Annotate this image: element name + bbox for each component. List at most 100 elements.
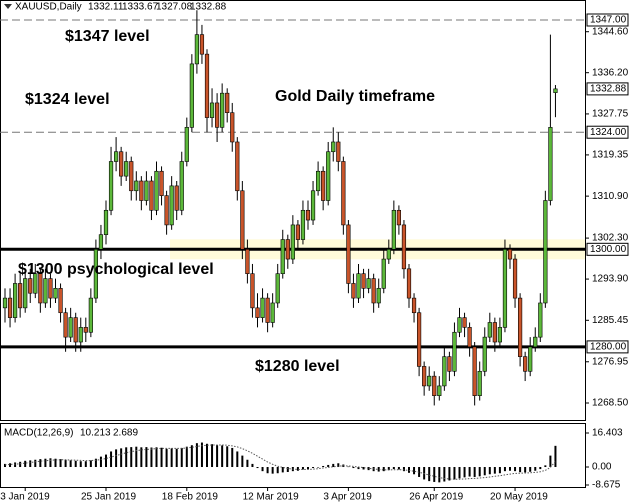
macd-bar (120, 448, 123, 468)
candle-body (38, 273, 43, 304)
macd-bar (89, 460, 92, 468)
candle-body (144, 180, 149, 201)
candle-body (139, 180, 144, 201)
macd-signal-value: 2.689 (113, 428, 138, 439)
macd-bar (337, 463, 340, 468)
x-tick-label: 25 Jan 2019 (81, 492, 136, 503)
macd-bar (99, 456, 102, 468)
candle-body (204, 53, 210, 118)
level-label-box (586, 13, 629, 27)
annotation: $1280 level (255, 358, 340, 375)
candle-body (295, 224, 301, 240)
x-tick-label: 20 May 2019 (490, 492, 548, 503)
last-price-label: 1332.88 (590, 84, 627, 95)
candle-body (331, 141, 336, 153)
candle-body (341, 161, 346, 226)
macd-bar (554, 445, 557, 468)
level-label: 1300.00 (590, 244, 627, 255)
candle-body (391, 209, 396, 250)
macd-frame (0, 423, 586, 488)
macd-bar (4, 463, 6, 468)
candle-body (285, 239, 290, 260)
candle-body (129, 161, 134, 192)
candle-body (209, 102, 215, 118)
y-tick-label: 1276.95 (592, 356, 629, 367)
candle-body (507, 249, 513, 260)
candle-body (154, 170, 159, 211)
macd-bar (44, 458, 47, 468)
level-label: 1324.00 (590, 127, 627, 138)
macd-bar (493, 467, 496, 474)
candle-body (553, 88, 558, 93)
macd-bar (498, 467, 501, 474)
y-tick-label: 1319.35 (592, 150, 629, 161)
macd-bar (200, 442, 203, 468)
candle-body (300, 209, 306, 240)
candle-body (108, 161, 114, 211)
macd-bar (327, 464, 330, 468)
candle-body (482, 336, 487, 372)
candle-body (270, 302, 275, 323)
candle-body (68, 317, 73, 338)
macd-bar (488, 467, 491, 475)
macd-bar (160, 447, 163, 468)
candle-body (517, 297, 523, 357)
macd-bar (347, 466, 350, 468)
macd-bar (39, 459, 42, 468)
candle-body (336, 141, 341, 162)
macd-bar (387, 467, 390, 471)
macd-bar (402, 467, 405, 472)
macd-bar (206, 443, 208, 468)
candle-body (401, 224, 407, 270)
candle-body (240, 190, 245, 250)
level-label-box (586, 242, 629, 256)
macd-bar (276, 467, 279, 474)
candle-body (361, 273, 366, 289)
macd-bar (281, 467, 284, 473)
macd-bar (428, 467, 431, 482)
candle-body (245, 249, 250, 275)
macd-bar (19, 461, 22, 468)
candle-body (457, 317, 462, 333)
menu-arrow-icon[interactable] (4, 4, 12, 9)
candle-body (174, 185, 179, 211)
level-label: 1347.00 (590, 15, 627, 26)
ohlc-close: 1332.88 (190, 2, 227, 13)
macd-bar (534, 467, 537, 471)
last-price-box (586, 82, 629, 96)
macd-bar (433, 467, 436, 482)
candle-body (23, 278, 28, 309)
candle-body (371, 278, 376, 304)
candle-body (33, 273, 38, 294)
macd-bar (271, 467, 274, 474)
candle-body (235, 141, 240, 192)
candle-body (305, 209, 311, 221)
y-tick-label: 1268.50 (592, 398, 629, 409)
candle-body (528, 346, 533, 372)
macd-bar (170, 448, 173, 468)
candle-body (437, 385, 442, 396)
candle-body (184, 127, 189, 162)
macd-bar (231, 447, 234, 468)
y-tick-label: 1293.90 (592, 274, 629, 285)
macd-bar (514, 467, 517, 472)
candle-body (321, 170, 326, 201)
candle-body (73, 317, 78, 343)
annotation: $1347 level (65, 28, 150, 45)
candle-body (376, 288, 381, 304)
candle-body (88, 297, 93, 333)
candle-body (502, 249, 508, 328)
macd-bar (216, 445, 219, 468)
macd-bar (473, 467, 476, 477)
candle-body (467, 327, 472, 348)
macd-bar (165, 448, 168, 468)
candle-body (215, 102, 220, 128)
candle-body (487, 322, 492, 338)
macd-bar (312, 467, 315, 469)
candle-body (442, 356, 447, 387)
macd-bar (408, 467, 410, 473)
macd-bar (211, 444, 214, 468)
macd-bar (69, 460, 72, 468)
